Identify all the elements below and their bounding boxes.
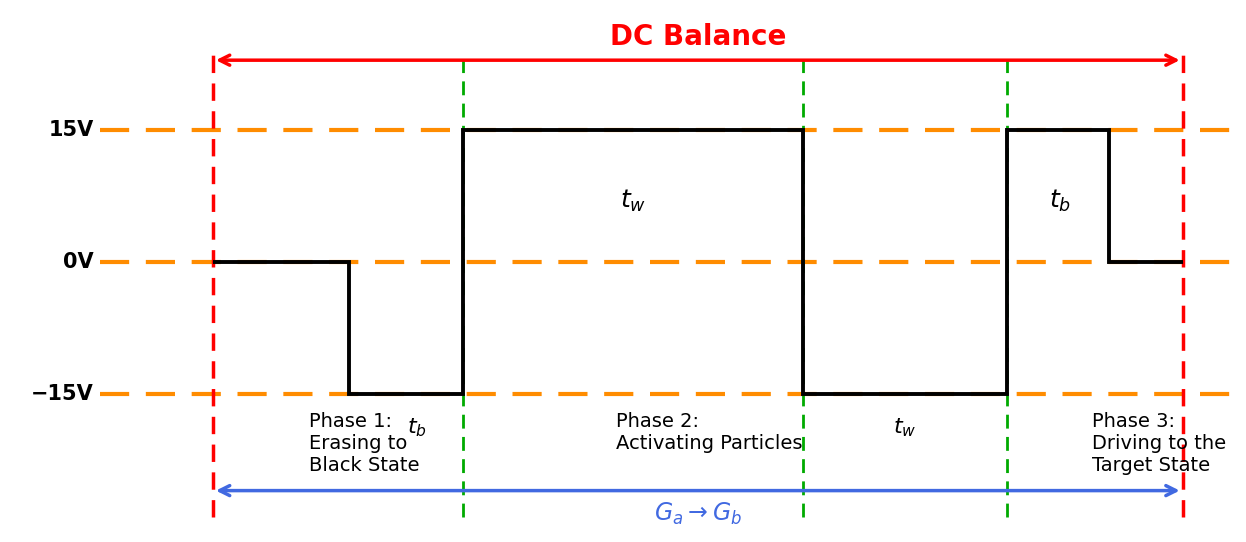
Text: DC Balance: DC Balance bbox=[609, 23, 786, 51]
Text: −15V: −15V bbox=[31, 384, 93, 404]
Text: $t_b$: $t_b$ bbox=[407, 416, 427, 438]
Text: 15V: 15V bbox=[49, 120, 93, 140]
Text: Phase 2:
Activating Particles: Phase 2: Activating Particles bbox=[616, 411, 802, 453]
Text: $t_b$: $t_b$ bbox=[1049, 188, 1072, 214]
Text: $t_w$: $t_w$ bbox=[619, 188, 645, 214]
Text: 0V: 0V bbox=[64, 252, 93, 272]
Text: $G_a \rightarrow G_b$: $G_a \rightarrow G_b$ bbox=[654, 501, 741, 527]
Text: Phase 1:
Erasing to
Black State: Phase 1: Erasing to Black State bbox=[309, 411, 420, 475]
Text: $t_w$: $t_w$ bbox=[893, 416, 916, 438]
Text: Phase 3:
Driving to the
Target State: Phase 3: Driving to the Target State bbox=[1091, 411, 1226, 475]
